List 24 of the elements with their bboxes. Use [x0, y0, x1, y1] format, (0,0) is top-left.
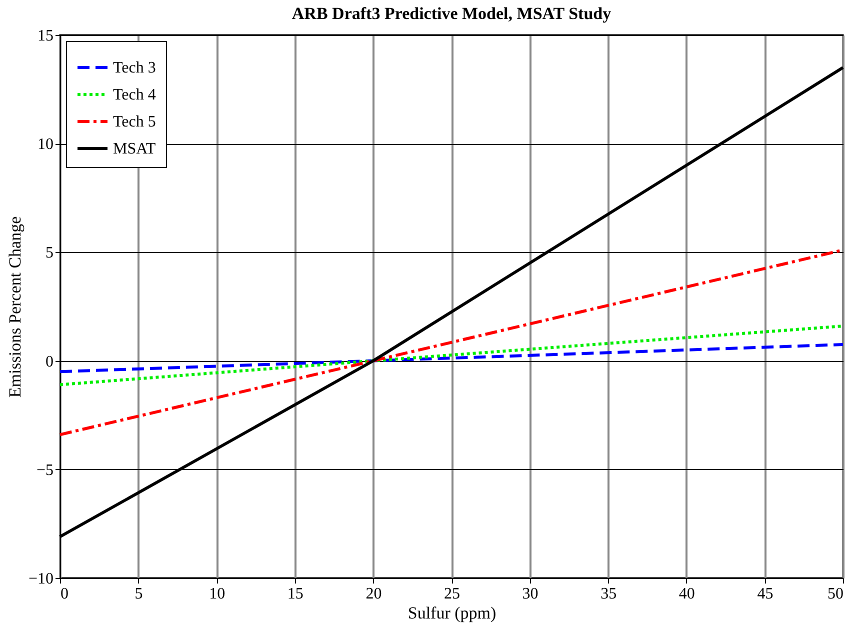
- x-tick-label: 45: [757, 586, 774, 602]
- legend-label: Tech 4: [113, 86, 156, 104]
- x-tick-label: 0: [60, 586, 68, 602]
- x-tick-label: 10: [209, 586, 226, 602]
- legend-label: Tech 5: [113, 114, 156, 130]
- chart-title: ARB Draft3 Predictive Model, MSAT Study: [292, 4, 612, 23]
- x-tick-label: 30: [522, 586, 538, 602]
- legend-label: MSAT: [113, 140, 156, 158]
- x-tick-label: 20: [366, 586, 382, 602]
- y-tick-label: 10: [38, 136, 54, 154]
- y-tick-label: 0: [46, 353, 54, 370]
- x-tick-label: 15: [287, 586, 304, 602]
- x-tick-label: 25: [444, 586, 460, 602]
- y-tick-label: 5: [46, 244, 54, 262]
- x-tick-label: 50: [828, 586, 844, 602]
- y-tick-label: −10: [28, 570, 54, 588]
- x-tick-label: 35: [600, 586, 617, 602]
- x-tick-label: 5: [134, 586, 143, 602]
- legend-label: Tech 3: [113, 60, 156, 76]
- y-tick-label: 15: [38, 28, 54, 44]
- x-tick-label: 40: [678, 586, 695, 602]
- y-axis-title: Emissions Percent Change: [5, 216, 24, 398]
- x-axis-title: Sulfur (ppm): [408, 604, 496, 622]
- y-tick-label: −5: [36, 462, 54, 479]
